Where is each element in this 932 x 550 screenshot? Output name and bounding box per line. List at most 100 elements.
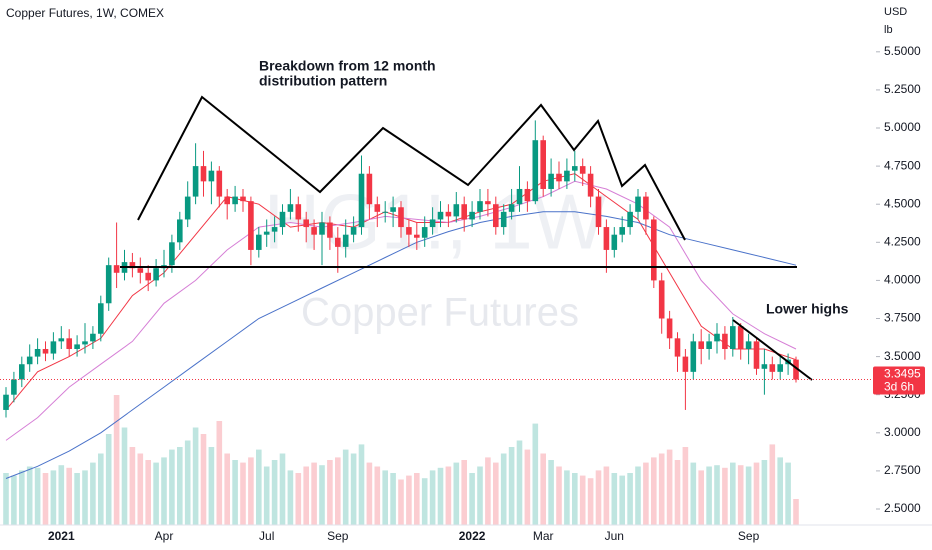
volume-bar xyxy=(192,427,199,525)
volume-bar xyxy=(674,460,681,525)
volume-bar xyxy=(627,473,633,525)
volume-bar xyxy=(469,473,475,525)
y-tick-label: 4.0000 xyxy=(884,273,921,287)
candle-body xyxy=(192,166,199,197)
volume-bar xyxy=(753,462,760,525)
annotation: distribution pattern xyxy=(259,73,387,89)
candle-body xyxy=(263,231,270,235)
candle-body xyxy=(445,211,452,217)
volume-bar xyxy=(232,460,238,525)
volume-bar xyxy=(398,479,404,525)
volume-bar xyxy=(82,470,88,525)
volume-bar xyxy=(50,470,57,525)
volume-bar xyxy=(524,449,531,525)
candle-body xyxy=(240,196,246,202)
y-tick-label: 5.2500 xyxy=(884,82,921,96)
candle-body xyxy=(350,227,357,235)
candle-body xyxy=(587,173,594,197)
candle-body xyxy=(90,333,96,342)
candle-body xyxy=(184,196,191,220)
candle-body xyxy=(406,227,412,235)
axes: 5.5000 5.2500 5.0000 4.7500 4.5000 4.2500 4.00… xyxy=(0,44,925,543)
candle-body xyxy=(777,364,783,372)
candle-body xyxy=(540,140,546,189)
volume-bar xyxy=(761,460,768,525)
volume-bar xyxy=(3,473,9,525)
y-tick-label: 4.7500 xyxy=(884,158,921,172)
candle-body xyxy=(224,196,230,205)
volume-bar xyxy=(311,462,317,525)
volume-bar xyxy=(169,449,175,525)
volume-bar xyxy=(579,475,586,525)
candle-body xyxy=(635,196,641,212)
distribution-zigzag xyxy=(137,95,686,241)
volume-bar xyxy=(635,466,641,525)
volume-bar xyxy=(706,466,712,525)
volume-bar xyxy=(184,440,191,525)
volume-bar xyxy=(42,473,49,525)
candle-body xyxy=(611,234,618,250)
chart-title: Copper Futures, 1W, COMEX xyxy=(6,6,164,20)
volume-bar xyxy=(350,453,357,525)
volume-bar xyxy=(327,460,333,525)
candle-body xyxy=(271,227,278,232)
volume-bar xyxy=(137,453,144,525)
candle-body xyxy=(414,234,420,238)
candle-body xyxy=(666,318,673,339)
volume-bar xyxy=(406,475,412,525)
volume-bar xyxy=(279,453,286,525)
candle-body xyxy=(651,219,657,281)
volume-bar xyxy=(145,460,151,525)
candle-body xyxy=(477,201,483,212)
countdown-label: 3d 6h xyxy=(884,380,914,394)
candle-body xyxy=(42,348,49,354)
candle-body xyxy=(311,227,317,235)
volume-bar xyxy=(777,457,783,525)
candle-body xyxy=(508,204,515,212)
candle-body xyxy=(327,222,333,238)
candle-body xyxy=(129,262,136,269)
volume-bar xyxy=(216,421,223,525)
candle-body xyxy=(745,341,752,349)
candle-body xyxy=(374,204,381,212)
candle-body xyxy=(493,204,499,228)
volume-bar xyxy=(26,466,33,525)
volume-bar xyxy=(722,467,728,525)
volume-bar xyxy=(698,470,704,525)
volume-bar xyxy=(603,466,610,525)
candle-body xyxy=(216,170,223,197)
candle-body xyxy=(342,234,349,247)
x-tick-label: Mar xyxy=(533,529,554,543)
candle-body xyxy=(461,204,467,220)
annotation: Lower highs xyxy=(766,301,849,317)
volume-bar xyxy=(548,460,554,525)
candle-body xyxy=(248,201,254,250)
watermark: HG1!, 1W Copper Futures xyxy=(264,178,607,335)
moving-average-line xyxy=(5,211,797,479)
volume-bar xyxy=(793,499,799,525)
drawings xyxy=(120,95,813,381)
volume-bar xyxy=(564,470,570,525)
volume-bar xyxy=(516,440,523,525)
candle-body xyxy=(761,364,768,369)
candle-body xyxy=(98,303,104,334)
volume-bar xyxy=(263,466,270,525)
volume-bar xyxy=(240,462,246,525)
x-tick-label: 2021 xyxy=(48,529,75,543)
candle-body xyxy=(500,211,507,228)
volume-pane xyxy=(3,395,799,525)
volume-bar xyxy=(437,467,444,525)
volume-bar xyxy=(200,434,207,525)
candle-body xyxy=(26,356,33,365)
candle-body xyxy=(66,338,72,349)
y-tick-label: 3.5000 xyxy=(884,349,921,363)
candle-body xyxy=(11,379,17,395)
candle-body xyxy=(769,364,776,372)
candle-body xyxy=(682,356,689,372)
volume-bar xyxy=(445,466,452,525)
volume-bar xyxy=(390,473,396,525)
volume-bar xyxy=(287,470,294,525)
candle-body xyxy=(603,227,610,250)
volume-bar xyxy=(666,449,673,525)
volume-bar xyxy=(769,444,776,525)
